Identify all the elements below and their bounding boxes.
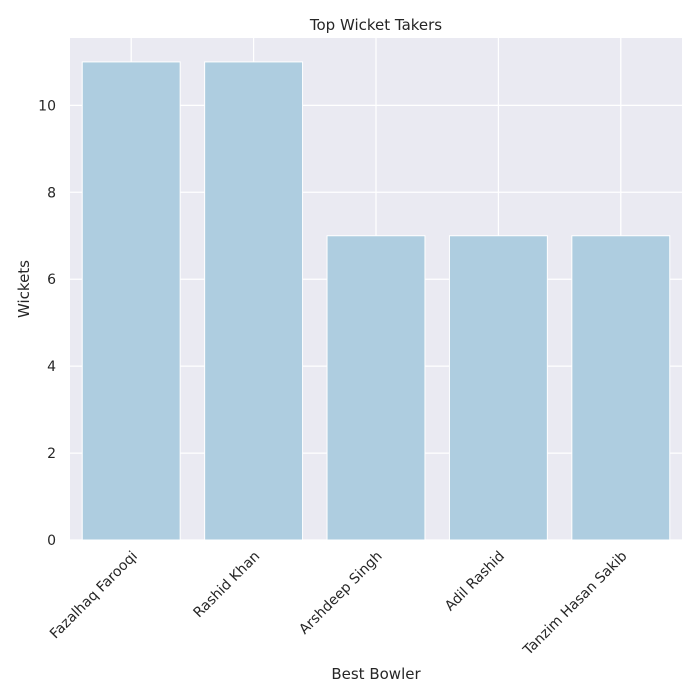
bar	[204, 61, 304, 541]
x-tick-label: Fazalhaq Farooqi	[47, 548, 141, 642]
x-axis-label: Best Bowler	[331, 665, 421, 683]
y-tick-label: 2	[47, 446, 56, 462]
x-tick-label: Arshdeep Singh	[296, 548, 385, 637]
y-tick-label: 4	[47, 359, 56, 375]
y-tick-label: 6	[47, 272, 56, 288]
chart-title: Top Wicket Takers	[309, 16, 442, 34]
x-tick-label: Tanzim Hasan Sakib	[520, 548, 631, 659]
x-axis-ticks: Fazalhaq Farooqi Rashid Khan Arshdeep Sing…	[47, 548, 630, 659]
bar	[571, 235, 671, 541]
bar	[326, 235, 426, 541]
y-tick-label: 8	[47, 185, 56, 201]
bar	[448, 235, 548, 541]
bars	[81, 61, 671, 541]
x-tick-label: Rashid Khan	[190, 548, 263, 621]
y-axis-ticks: 0 2 4 6 8 10	[38, 98, 56, 549]
y-tick-label: 10	[38, 98, 56, 114]
y-tick-label: 0	[47, 533, 56, 549]
x-tick-label: Adil Rashid	[442, 548, 508, 614]
y-axis-label: Wickets	[15, 260, 33, 318]
bar	[81, 61, 181, 541]
